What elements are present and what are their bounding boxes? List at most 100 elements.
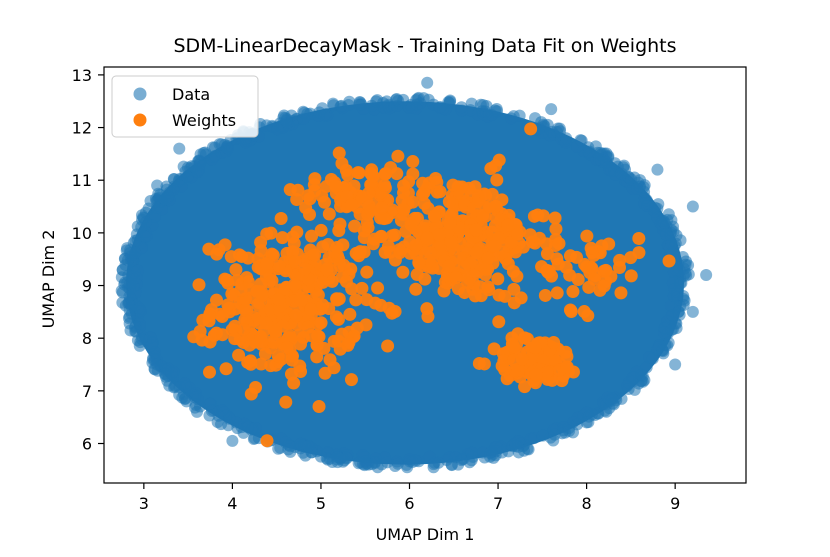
weights-point: [260, 227, 274, 241]
weights-point: [280, 341, 294, 355]
weights-point: [291, 183, 305, 197]
legend-marker-weights: [133, 113, 147, 127]
data-point: [327, 97, 340, 110]
weights-point: [265, 274, 279, 288]
weights-point: [325, 274, 339, 288]
data-point: [397, 93, 410, 106]
weights-point: [602, 237, 616, 251]
data-point: [223, 412, 236, 425]
weights-point: [192, 278, 206, 292]
weights-point: [624, 269, 638, 283]
data-point: [566, 426, 579, 439]
weights-point: [577, 305, 591, 319]
weights-point: [352, 249, 366, 263]
data-point: [582, 146, 595, 159]
weights-point: [255, 289, 269, 303]
weights-point: [254, 357, 268, 371]
data-point: [411, 92, 424, 105]
y-tick-label: 9: [82, 277, 92, 296]
weights-point: [237, 322, 251, 336]
weights-point: [409, 282, 423, 296]
data-point: [622, 383, 635, 396]
weights-point: [254, 277, 268, 291]
weights-point: [288, 277, 302, 291]
chart-title: SDM-LinearDecayMask - Training Data Fit …: [173, 35, 676, 57]
data-point: [591, 146, 604, 159]
weights-point: [481, 280, 495, 294]
weights-point: [371, 281, 385, 295]
weights-point: [301, 320, 315, 334]
weights-point: [272, 259, 286, 273]
data-point: [700, 269, 713, 281]
weights-point: [344, 262, 358, 276]
data-point: [203, 397, 216, 410]
weights-point: [540, 237, 554, 251]
weights-point: [360, 293, 374, 307]
weights-point: [597, 279, 611, 293]
weights-point: [560, 360, 574, 374]
weights-point: [492, 315, 506, 329]
weights-point: [479, 189, 493, 203]
data-point: [465, 454, 478, 467]
weights-point: [515, 352, 529, 366]
weights-point: [540, 247, 554, 261]
weights-point: [418, 272, 432, 286]
weights-point: [312, 399, 326, 413]
weights-point: [472, 356, 486, 370]
weights-point: [442, 195, 456, 209]
weights-point: [260, 434, 274, 448]
data-point: [340, 451, 353, 464]
data-point: [480, 100, 493, 113]
weights-point: [422, 254, 436, 268]
data-point: [513, 109, 526, 122]
weights-point: [507, 363, 521, 377]
data-point: [191, 393, 204, 406]
weights-point: [349, 293, 363, 307]
weights-point: [393, 246, 407, 260]
legend-label-data: Data: [172, 85, 210, 104]
weights-point: [377, 212, 391, 226]
data-point: [609, 157, 622, 170]
weights-point: [538, 288, 552, 302]
weights-point: [476, 209, 490, 223]
weights-point: [210, 293, 224, 307]
weights-point: [409, 238, 423, 252]
data-point: [190, 405, 203, 418]
weights-point: [316, 275, 330, 289]
data-point: [128, 321, 141, 334]
weights-point: [316, 240, 330, 254]
data-point: [536, 429, 549, 442]
weights-point: [329, 179, 343, 193]
data-point: [423, 450, 436, 463]
x-tick-label: 9: [670, 494, 680, 513]
weights-point: [253, 316, 267, 330]
weights-point: [430, 185, 444, 199]
data-point: [131, 264, 144, 277]
weights-point: [289, 309, 303, 323]
weights-point: [501, 257, 515, 271]
weights-point: [229, 263, 243, 277]
data-point: [615, 392, 628, 405]
data-point: [439, 103, 452, 116]
weights-point: [397, 179, 411, 193]
weights-point: [492, 153, 506, 167]
weights-point: [298, 262, 312, 276]
data-point: [638, 197, 651, 210]
data-point: [571, 140, 584, 153]
data-point: [445, 458, 458, 471]
weights-point: [366, 169, 380, 183]
weights-point: [582, 280, 596, 294]
weights-point: [529, 368, 543, 382]
weights-point: [566, 285, 580, 299]
data-point: [615, 167, 628, 180]
weights-point: [378, 167, 392, 181]
weights-point: [527, 209, 541, 223]
weights-point: [613, 253, 627, 267]
data-point: [168, 380, 181, 393]
weights-point: [399, 225, 413, 239]
data-point: [455, 101, 468, 114]
x-tick-label: 3: [139, 494, 149, 513]
x-tick-label: 4: [227, 494, 237, 513]
weights-point: [279, 395, 293, 409]
